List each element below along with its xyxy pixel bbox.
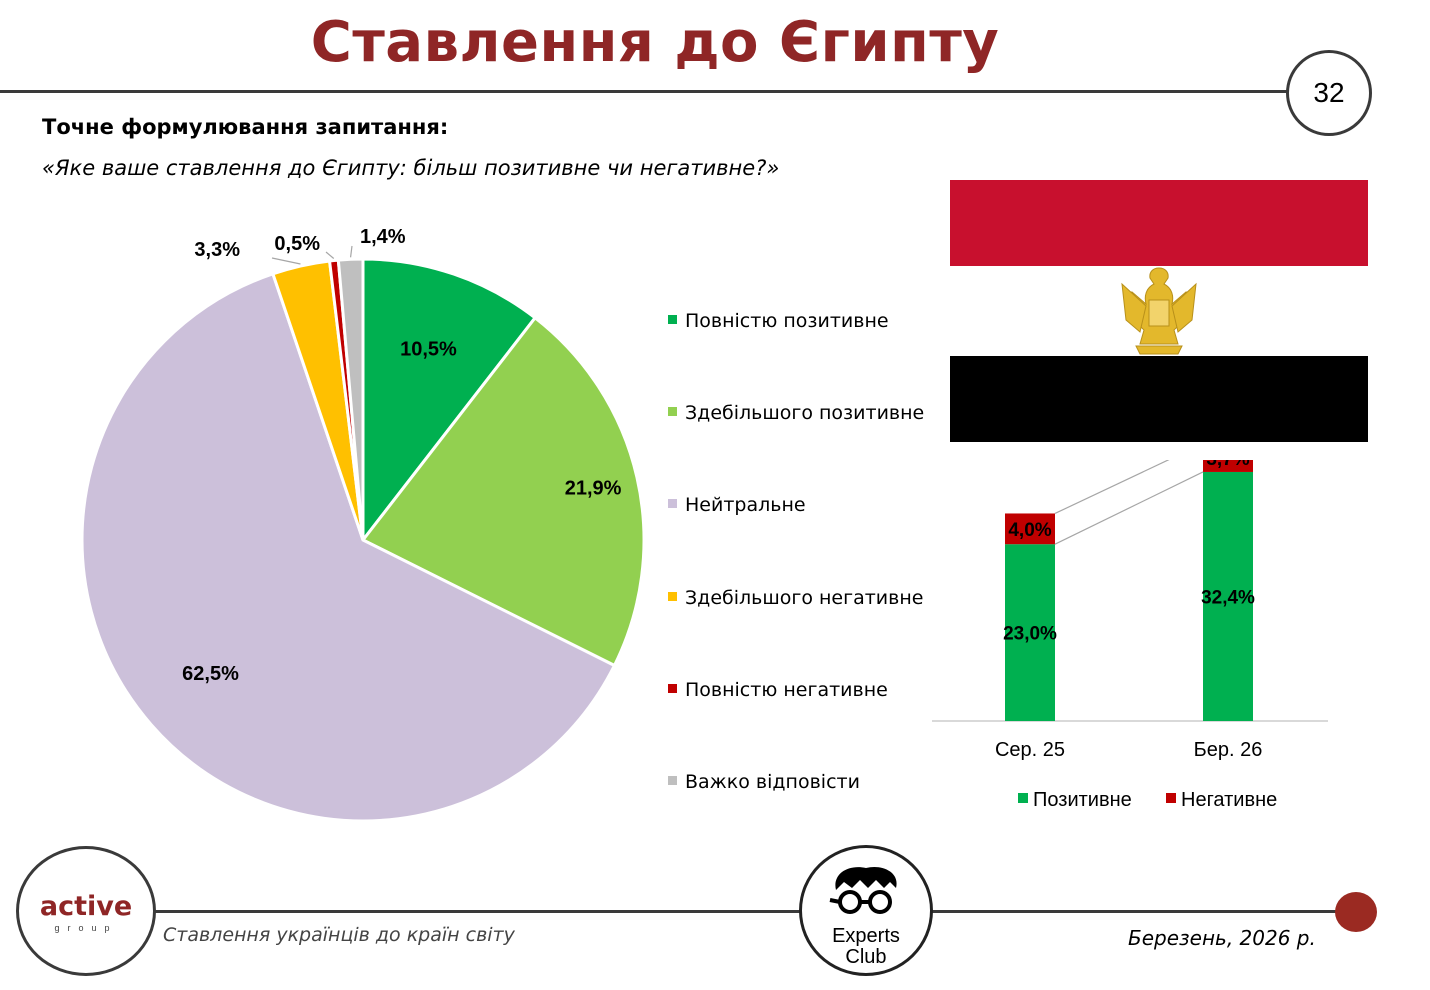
bar-legend-swatch <box>1166 793 1176 803</box>
header-divider <box>0 90 1290 93</box>
legend-label: Повністю негативне <box>685 679 888 701</box>
legend-label: Важко відповісти <box>685 771 860 793</box>
bar-segment-negative <box>1203 460 1253 472</box>
legend-swatch <box>668 499 677 508</box>
legend-swatch <box>668 776 677 785</box>
experts-club-logo: Experts Club <box>799 845 933 976</box>
legend-label: Нейтральне <box>685 494 806 516</box>
legend-item-mostly-positive: Здебільшого позитивне <box>668 402 924 424</box>
legend-item-hard-to-say: Важко відповісти <box>668 771 860 793</box>
legend-label: Здебільшого позитивне <box>685 402 925 424</box>
club-line: Club <box>845 946 887 968</box>
bar-legend-label: Негативне <box>1181 789 1277 811</box>
bar-segment-negative <box>1005 513 1055 545</box>
legend-item-fully-positive: Повністю позитивне <box>668 310 889 332</box>
bar-data-label: 4,0% <box>1008 520 1051 541</box>
pie-leader-line <box>271 257 301 265</box>
pie-slice-hard-to-say <box>336 257 365 541</box>
series-connector-line <box>1054 460 1170 515</box>
bar-legend-swatch <box>1018 793 1028 803</box>
pie-data-label: 10,5% <box>400 339 457 361</box>
logo-active-word: active <box>39 891 133 922</box>
page-title: Ставлення до Єгипту <box>310 10 1000 75</box>
pie-leader-line <box>349 245 353 258</box>
question-text: «Яке ваше ставлення до Єгипту: більш поз… <box>42 156 780 180</box>
active-group-logo: active group <box>16 846 156 976</box>
bar-segment-positive <box>1005 544 1055 721</box>
x-tick-label: Сер. 25 <box>995 739 1065 761</box>
page-number-badge: 32 <box>1286 50 1372 136</box>
pie-data-label: 21,9% <box>565 477 622 499</box>
eagle-emblem-icon <box>1121 267 1197 355</box>
bar-legend-label: Позитивне <box>1033 789 1132 811</box>
experts-club-face-icon <box>829 866 897 914</box>
footer-divider <box>150 910 1350 913</box>
footer-date: Березень, 2026 р. <box>1128 926 1316 950</box>
pie-slice-neutral <box>80 271 617 823</box>
egypt-flag-icon <box>950 180 1368 442</box>
experts-line: Experts <box>832 925 900 947</box>
legend-swatch <box>668 407 677 416</box>
logo-active-sub: group <box>54 923 118 933</box>
bar-data-label: 32,4% <box>1201 587 1255 608</box>
bar-data-label: 3,7% <box>1206 460 1249 470</box>
pie-slice-fully-positive <box>361 257 538 545</box>
legend-swatch <box>668 315 677 324</box>
x-tick-label: Бер. 26 <box>1194 739 1263 761</box>
series-connector-line <box>1054 471 1204 545</box>
pie-leader-line <box>325 251 335 259</box>
stacked-bar-chart: 23,0% 4,0% Сер. 25 32,4% 3,7% Бер. 26 Позитивн… <box>932 460 1328 811</box>
footer-left-text: Ставлення українців до країн світу <box>163 924 515 946</box>
pie-chart: 10,5% 21,9% 62,5% 3,3% 0,5% 1,4% <box>80 226 646 823</box>
legend-swatch <box>668 684 677 693</box>
pie-data-label: 0,5% <box>274 233 320 255</box>
legend-swatch <box>668 592 677 601</box>
pie-data-label: 1,4% <box>360 226 406 248</box>
pie-data-label: 62,5% <box>182 663 239 685</box>
experts-club-text: Experts Club <box>802 926 930 968</box>
legend-item-fully-negative: Повністю негативне <box>668 679 888 701</box>
legend-item-neutral: Нейтральне <box>668 494 806 516</box>
legend-label: Здебільшого негативне <box>685 587 924 609</box>
legend-label: Повністю позитивне <box>685 310 889 332</box>
pie-slice-mostly-positive <box>360 315 646 668</box>
pie-data-label: 3,3% <box>194 239 240 261</box>
footer-dot <box>1335 892 1377 932</box>
legend-item-mostly-negative: Здебільшого негативне <box>668 587 923 609</box>
bar-segment-positive <box>1203 471 1253 721</box>
bar-data-label: 23,0% <box>1003 624 1057 645</box>
question-label: Точне формулювання запитання: <box>42 115 449 139</box>
